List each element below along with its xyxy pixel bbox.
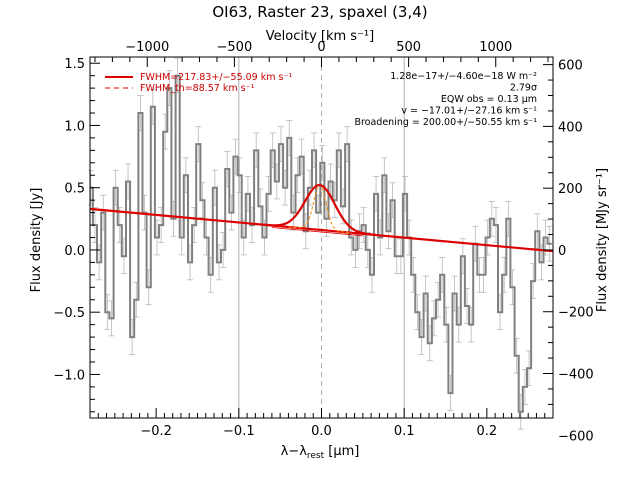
top-tick-label: −1000 (125, 40, 169, 55)
right-tick-label: −600 (558, 429, 594, 444)
spectrum-line (90, 74, 552, 413)
thin-baseline-line (271, 227, 363, 237)
y-axis-right-title: Flux density [MJy sr⁻¹] (595, 168, 610, 312)
right-tick-label: −400 (558, 368, 594, 383)
left-axis: −1.0 −0.5 0.0 0.5 1.0 1.5 (53, 57, 100, 413)
top-tick-label: 500 (396, 40, 421, 55)
right-axis: −600 −400 −200 0 200 400 600 (543, 59, 594, 444)
chart-title: OI63, Raster 23, spaxel (3,4) (212, 3, 427, 21)
right-tick-label: −200 (558, 306, 594, 321)
x-tick-label: 0.2 (477, 424, 498, 439)
x-tick-label: −0.1 (223, 424, 255, 439)
y-tick-label: 1.0 (64, 119, 85, 134)
gaussian-fit-line (263, 184, 377, 237)
x-tick-label: −0.2 (140, 424, 172, 439)
x-axis-title: λ−λrest [μm] (281, 444, 360, 461)
y-tick-label: −0.5 (53, 306, 85, 321)
fit-annotation: 2.79σ (510, 83, 537, 94)
right-tick-label: 600 (558, 59, 583, 74)
top-tick-label: −500 (217, 40, 253, 55)
legend: FWHM=217.83+/−55.09 km s⁻¹FWHM_th=88.57 … (105, 72, 292, 94)
top-tick-label: 0 (317, 40, 325, 55)
bottom-axis: −0.2 −0.1 0.0 0.1 0.2 (97, 408, 546, 439)
right-tick-label: 400 (558, 120, 583, 135)
x-tick-label: 0.1 (394, 424, 415, 439)
fit-annotation: 1.28e−17+/−4.60e−18 W m⁻² (390, 71, 537, 82)
top-axis-title: Velocity [km s⁻¹] (266, 29, 374, 44)
y-tick-label: 0.5 (64, 182, 85, 197)
spectrum-series (87, 57, 553, 430)
right-tick-label: 0 (558, 244, 566, 259)
legend-label: FWHM_th=88.57 km s⁻¹ (140, 83, 255, 94)
legend-label: FWHM=217.83+/−55.09 km s⁻¹ (140, 72, 292, 83)
top-axis: −1000 −500 0 500 1000 (94, 40, 549, 67)
top-tick-label: 1000 (479, 40, 512, 55)
fit-lines (89, 184, 554, 253)
y-tick-label: −1.0 (53, 368, 85, 383)
fit-annotation: v = −17.01+/−27.16 km s⁻¹ (401, 106, 537, 117)
fit-annotation: EQW obs = 0.13 μm (441, 94, 537, 105)
fit-annotation: Broadening = 200.00+/−50.55 km s⁻¹ (354, 117, 537, 128)
y-tick-label: 0.0 (64, 244, 85, 259)
baseline-fit-line (89, 207, 554, 253)
right-tick-label: 200 (558, 182, 583, 197)
x-tick-label: 0.0 (311, 424, 332, 439)
y-axis-left-title: Flux density [Jy] (29, 188, 44, 293)
y-tick-label: 1.5 (64, 57, 85, 72)
